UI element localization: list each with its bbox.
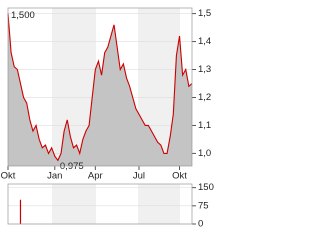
period-band	[52, 184, 96, 224]
chart: 1,0 1,1 1,2 1,3 1,4 1,5 Okt Jan Apr Jul Okt 1,500 0,…	[1, 7, 214, 230]
plot-frame	[7, 183, 193, 225]
x-tick-label: Jul	[133, 171, 145, 182]
y-tick-label: 75	[198, 200, 209, 211]
y-tick-label: 0	[198, 219, 203, 230]
y-tick-label: 1,1	[198, 120, 211, 131]
y-tick-label: 150	[198, 182, 214, 193]
low-label: 0,975	[60, 161, 84, 172]
high-label: 1,500	[11, 10, 35, 21]
y-tick-label: 1,5	[198, 8, 211, 19]
x-tick-label: Okt	[1, 171, 16, 182]
x-tick-label: Apr	[88, 171, 103, 182]
price-area	[8, 13, 192, 167]
y-tick-label: 1,0	[198, 148, 211, 159]
period-band	[138, 184, 180, 224]
volume-bar	[19, 199, 22, 224]
y-tick-label: 1,3	[198, 64, 211, 75]
y-tick-label: 1,2	[198, 92, 211, 103]
y-tick-label: 1,4	[198, 36, 211, 47]
plot-frame	[7, 7, 193, 167]
price-line	[7, 13, 193, 162]
x-tick-label: Okt	[172, 171, 187, 182]
x-tick-label: Jan	[47, 171, 62, 182]
